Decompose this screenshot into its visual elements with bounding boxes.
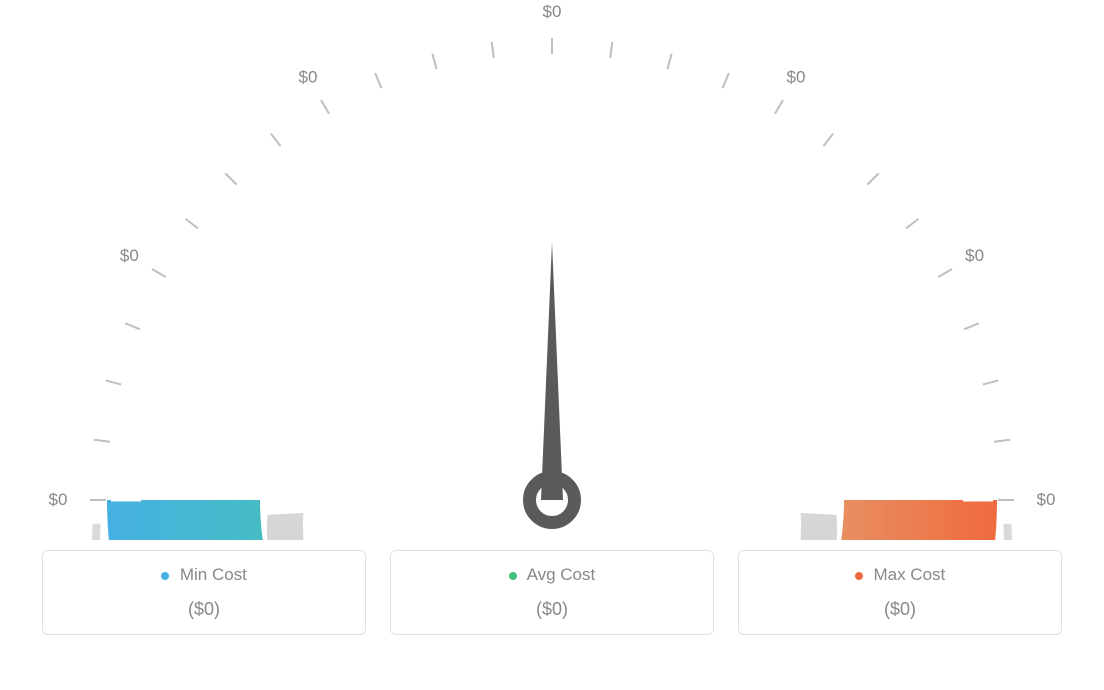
legend-min-label: Min Cost [43, 565, 365, 585]
svg-text:$0: $0 [543, 2, 562, 21]
legend-max-text: Max Cost [873, 565, 945, 584]
gauge-chart-container: $0 $0 $0 $0 $0 $0 $0 Min Cost ($0) Avg Cost ($… [0, 0, 1104, 690]
legend-avg-text: Avg Cost [527, 565, 596, 584]
legend-max: Max Cost ($0) [738, 550, 1062, 635]
legend-avg-dot [509, 572, 517, 580]
legend-max-label: Max Cost [739, 565, 1061, 585]
gauge-svg: $0 $0 $0 $0 $0 $0 $0 [0, 0, 1104, 540]
svg-text:$0: $0 [787, 67, 806, 86]
legend-row: Min Cost ($0) Avg Cost ($0) Max Cost ($0… [0, 550, 1104, 635]
svg-text:$0: $0 [49, 490, 68, 509]
legend-min-dot [161, 572, 169, 580]
svg-text:$0: $0 [120, 246, 139, 265]
legend-avg: Avg Cost ($0) [390, 550, 714, 635]
legend-avg-value: ($0) [391, 599, 713, 620]
gauge-area: $0 $0 $0 $0 $0 $0 $0 [0, 0, 1104, 540]
legend-min-value: ($0) [43, 599, 365, 620]
svg-text:$0: $0 [965, 246, 984, 265]
legend-max-dot [855, 572, 863, 580]
legend-max-value: ($0) [739, 599, 1061, 620]
svg-text:$0: $0 [1037, 490, 1056, 509]
svg-text:$0: $0 [299, 67, 318, 86]
legend-avg-label: Avg Cost [391, 565, 713, 585]
legend-min: Min Cost ($0) [42, 550, 366, 635]
legend-min-text: Min Cost [180, 565, 247, 584]
